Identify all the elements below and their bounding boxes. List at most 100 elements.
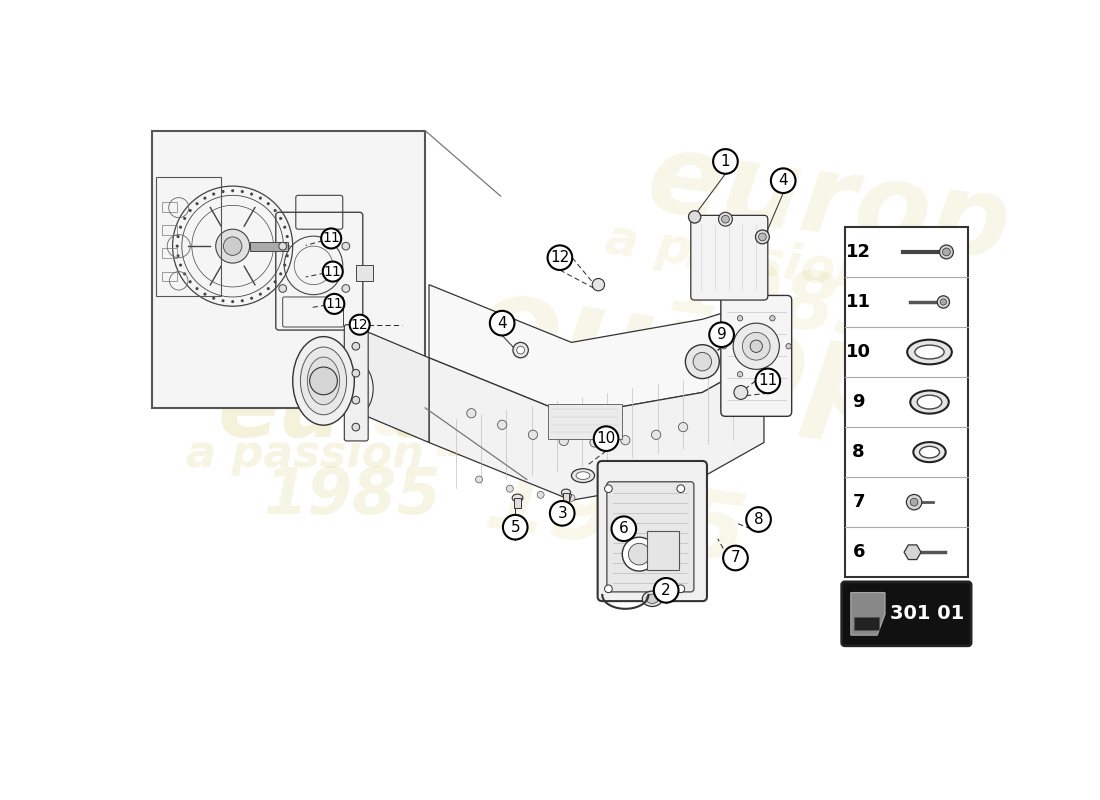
Circle shape (723, 546, 748, 570)
Circle shape (628, 543, 650, 565)
Polygon shape (356, 327, 429, 442)
Text: 6: 6 (852, 543, 865, 562)
Circle shape (939, 245, 954, 259)
Circle shape (204, 293, 207, 296)
Circle shape (737, 315, 742, 321)
Circle shape (310, 367, 338, 394)
Circle shape (231, 189, 234, 192)
Circle shape (216, 230, 250, 263)
Text: 2: 2 (661, 583, 671, 598)
Circle shape (321, 229, 341, 249)
Bar (845, 227, 968, 578)
Circle shape (258, 293, 262, 296)
Circle shape (506, 486, 514, 492)
FancyBboxPatch shape (597, 461, 707, 601)
Circle shape (592, 278, 605, 291)
Circle shape (911, 498, 917, 506)
Text: europ: europ (640, 126, 1018, 282)
Circle shape (241, 299, 244, 302)
Circle shape (937, 296, 949, 308)
Text: europ: europ (218, 368, 514, 456)
Circle shape (590, 438, 600, 447)
Circle shape (612, 517, 636, 541)
Circle shape (286, 254, 289, 258)
Circle shape (352, 396, 360, 404)
Text: 9: 9 (717, 327, 726, 342)
Ellipse shape (561, 489, 571, 496)
Circle shape (183, 272, 186, 275)
Polygon shape (429, 358, 763, 500)
Text: 1985: 1985 (264, 466, 441, 527)
Text: 1985: 1985 (664, 250, 896, 358)
Circle shape (352, 370, 360, 377)
Text: 11: 11 (758, 374, 778, 388)
Ellipse shape (915, 345, 944, 359)
Circle shape (322, 262, 343, 282)
Circle shape (466, 409, 476, 418)
Circle shape (770, 371, 776, 377)
Circle shape (718, 212, 733, 226)
Ellipse shape (642, 591, 662, 606)
Circle shape (737, 371, 742, 377)
Text: 10: 10 (596, 431, 616, 446)
Circle shape (266, 202, 270, 206)
Circle shape (212, 193, 216, 195)
Circle shape (713, 149, 738, 174)
Text: 11: 11 (326, 297, 343, 311)
Circle shape (283, 226, 286, 229)
Circle shape (756, 369, 780, 394)
Circle shape (324, 294, 344, 314)
FancyBboxPatch shape (842, 582, 971, 646)
Circle shape (286, 245, 289, 248)
Circle shape (212, 297, 216, 300)
Circle shape (598, 493, 606, 500)
Circle shape (688, 470, 694, 477)
Text: 11: 11 (323, 265, 342, 278)
Circle shape (342, 242, 350, 250)
Circle shape (651, 430, 661, 439)
Text: a passion: a passion (603, 215, 873, 300)
Circle shape (605, 585, 613, 593)
Text: 8: 8 (852, 443, 865, 461)
Circle shape (906, 494, 922, 510)
Circle shape (204, 197, 207, 200)
Circle shape (771, 168, 795, 193)
Circle shape (286, 235, 289, 238)
Circle shape (660, 479, 668, 486)
Circle shape (350, 314, 370, 334)
Circle shape (940, 299, 946, 305)
Circle shape (594, 426, 618, 451)
Circle shape (620, 435, 630, 445)
Circle shape (733, 323, 779, 370)
Circle shape (513, 342, 528, 358)
Text: 8: 8 (754, 512, 763, 527)
Circle shape (274, 280, 277, 283)
Circle shape (352, 319, 360, 327)
Circle shape (188, 280, 191, 283)
Bar (162, 226, 177, 234)
Circle shape (497, 420, 507, 430)
Text: a passion: a passion (372, 384, 718, 493)
Text: 301 01: 301 01 (890, 604, 965, 623)
Circle shape (188, 209, 191, 212)
Ellipse shape (920, 446, 939, 458)
Bar (356, 266, 373, 281)
Circle shape (279, 217, 283, 220)
Ellipse shape (513, 494, 522, 502)
Circle shape (679, 422, 688, 432)
Circle shape (722, 343, 727, 349)
Text: 3: 3 (558, 506, 568, 521)
Text: 7: 7 (730, 550, 740, 566)
Circle shape (653, 578, 679, 602)
Text: 11: 11 (322, 231, 340, 246)
FancyBboxPatch shape (691, 215, 768, 300)
Circle shape (258, 197, 262, 200)
Circle shape (179, 226, 183, 229)
Circle shape (231, 300, 234, 303)
Circle shape (685, 345, 719, 378)
FancyBboxPatch shape (607, 482, 694, 592)
Bar (162, 202, 177, 211)
Circle shape (274, 209, 277, 212)
Circle shape (223, 237, 242, 255)
Bar (514, 498, 521, 508)
